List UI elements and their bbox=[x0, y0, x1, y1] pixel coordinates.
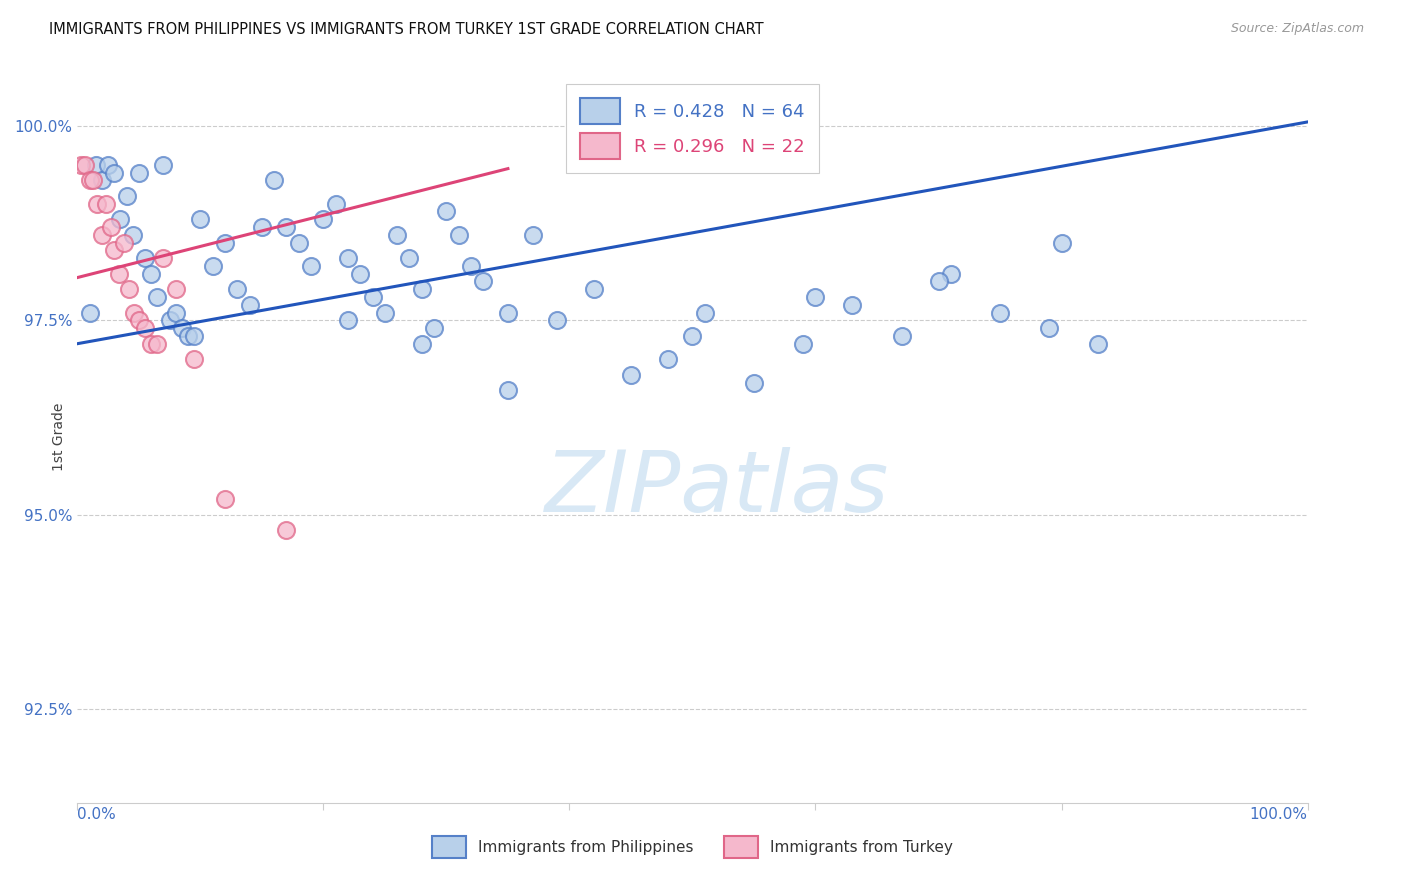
Point bbox=[108, 267, 131, 281]
Point bbox=[103, 244, 125, 258]
Point bbox=[398, 251, 420, 265]
Point bbox=[988, 305, 1011, 319]
Point bbox=[546, 313, 568, 327]
Point bbox=[90, 227, 114, 242]
Point bbox=[472, 275, 495, 289]
Point bbox=[146, 290, 169, 304]
Point bbox=[79, 173, 101, 187]
Point bbox=[112, 235, 135, 250]
Point bbox=[226, 282, 249, 296]
Point bbox=[214, 492, 236, 507]
Point bbox=[423, 321, 446, 335]
Point bbox=[94, 196, 117, 211]
Point bbox=[214, 235, 236, 250]
Point bbox=[82, 173, 104, 187]
Point bbox=[159, 313, 181, 327]
Point bbox=[447, 227, 470, 242]
Point bbox=[657, 352, 679, 367]
Legend: Immigrants from Philippines, Immigrants from Turkey: Immigrants from Philippines, Immigrants … bbox=[422, 825, 963, 868]
Point bbox=[122, 305, 145, 319]
Point bbox=[337, 251, 360, 265]
Point bbox=[276, 219, 298, 234]
Point bbox=[183, 329, 205, 343]
Point bbox=[939, 267, 962, 281]
Point bbox=[928, 275, 950, 289]
Point bbox=[86, 196, 108, 211]
Point bbox=[141, 336, 163, 351]
Point bbox=[165, 305, 187, 319]
Text: Source: ZipAtlas.com: Source: ZipAtlas.com bbox=[1230, 22, 1364, 36]
Point bbox=[141, 267, 163, 281]
Text: 0.0%: 0.0% bbox=[77, 806, 117, 822]
Point bbox=[201, 259, 224, 273]
Point bbox=[522, 227, 544, 242]
Point bbox=[250, 219, 273, 234]
Point bbox=[436, 204, 458, 219]
Point bbox=[100, 219, 122, 234]
Point bbox=[693, 305, 716, 319]
Point bbox=[276, 524, 298, 538]
Point bbox=[1038, 321, 1060, 335]
Point bbox=[890, 329, 912, 343]
Point bbox=[374, 305, 396, 319]
Point bbox=[349, 267, 371, 281]
Point bbox=[73, 158, 96, 172]
Point bbox=[177, 329, 200, 343]
Point bbox=[146, 336, 169, 351]
Point bbox=[134, 321, 156, 335]
Point bbox=[288, 235, 311, 250]
Point bbox=[496, 384, 519, 398]
Y-axis label: 1st Grade: 1st Grade bbox=[52, 403, 66, 471]
Point bbox=[97, 158, 120, 172]
Point bbox=[460, 259, 482, 273]
Point bbox=[134, 251, 156, 265]
Point bbox=[84, 158, 107, 172]
Point bbox=[792, 336, 814, 351]
Point bbox=[1050, 235, 1073, 250]
Point bbox=[121, 227, 143, 242]
Point bbox=[841, 298, 863, 312]
Point bbox=[183, 352, 205, 367]
Point bbox=[361, 290, 384, 304]
Point bbox=[170, 321, 193, 335]
Point bbox=[496, 305, 519, 319]
Point bbox=[70, 158, 93, 172]
Point bbox=[263, 173, 285, 187]
Point bbox=[411, 336, 433, 351]
Point bbox=[115, 189, 138, 203]
Text: ZIPatlas: ZIPatlas bbox=[546, 447, 889, 530]
Point bbox=[682, 329, 704, 343]
Text: IMMIGRANTS FROM PHILIPPINES VS IMMIGRANTS FROM TURKEY 1ST GRADE CORRELATION CHAR: IMMIGRANTS FROM PHILIPPINES VS IMMIGRANT… bbox=[49, 22, 763, 37]
Point bbox=[128, 165, 150, 179]
Point bbox=[742, 376, 765, 390]
Point bbox=[411, 282, 433, 296]
Point bbox=[337, 313, 360, 327]
Point bbox=[152, 251, 174, 265]
Point bbox=[299, 259, 322, 273]
Point bbox=[128, 313, 150, 327]
Point bbox=[110, 212, 132, 227]
Point bbox=[90, 173, 114, 187]
Point bbox=[312, 212, 335, 227]
Point bbox=[118, 282, 141, 296]
Point bbox=[620, 368, 643, 382]
Point bbox=[165, 282, 187, 296]
Text: 100.0%: 100.0% bbox=[1250, 806, 1308, 822]
Point bbox=[387, 227, 409, 242]
Point bbox=[103, 165, 125, 179]
Point bbox=[190, 212, 212, 227]
Point bbox=[239, 298, 262, 312]
Point bbox=[1087, 336, 1109, 351]
Point bbox=[152, 158, 174, 172]
Point bbox=[804, 290, 827, 304]
Point bbox=[79, 305, 101, 319]
Point bbox=[583, 282, 606, 296]
Point bbox=[325, 196, 347, 211]
